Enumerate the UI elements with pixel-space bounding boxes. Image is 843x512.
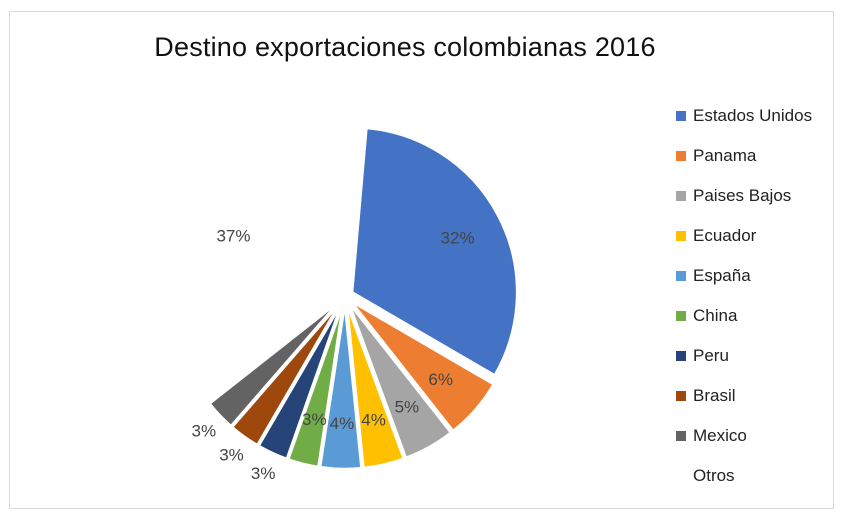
data-label-ecuador: 4% [361,411,386,430]
pie-slice-paises-bajos [347,301,453,460]
data-label-estados-unidos: 32% [441,229,475,248]
legend-label: Panama [693,146,757,165]
legend-swatch [676,271,686,281]
data-label-paises-bajos: 5% [395,398,420,417]
legend-swatch [676,151,686,161]
data-label-mexico: 3% [191,421,216,440]
legend-label: Ecuador [693,226,757,245]
legend-item-otros: Otros [676,464,836,504]
legend-item-ecuador: Ecuador [676,224,836,264]
legend-swatch [676,391,686,401]
pie-slice-otros [171,125,354,396]
chart-legend: Estados Unidos Panama Paises Bajos Ecuador E… [676,104,836,504]
legend-item-china: China [676,304,836,344]
pie-slice-ecuador [345,302,406,470]
legend-swatch [676,471,686,481]
legend-label: Otros [693,466,735,485]
data-label-brasil: 3% [219,446,244,465]
pie-slice-panama [349,299,495,433]
legend-label: Peru [693,346,729,365]
legend-item-mexico: Mexico [676,424,836,464]
legend-swatch [676,111,686,121]
legend-label: Estados Unidos [693,106,813,125]
legend-item-brasil: Brasil [676,384,836,424]
legend-swatch [676,191,686,201]
legend-swatch [676,311,686,321]
chart-title: Destino exportaciones colombianas 2016 [154,32,656,62]
pie-slice-espana [318,302,363,471]
legend-swatch [676,231,686,241]
legend-swatch [676,351,686,361]
legend-item-peru: Peru [676,344,836,384]
pie-slice-peru [257,302,343,461]
legend-swatch [676,431,686,441]
data-label-otros: 37% [216,227,250,246]
legend-label: Paises Bajos [693,186,792,205]
data-label-china: 3% [302,410,327,429]
pie-slice-mexico [208,300,341,428]
data-label-panama: 6% [428,370,453,389]
legend-item-panama: Panama [676,144,836,184]
legend-item-paises-bajos: Paises Bajos [676,184,836,224]
legend-label: Mexico [693,426,747,445]
pie-slice-estados-unidos [350,126,519,377]
pie-slice-china [287,302,345,469]
data-label-espana: 4% [330,414,355,433]
pie-slice-brasil [230,301,342,447]
legend-label: España [693,266,751,285]
legend-item-espana: España [676,264,836,304]
data-label-peru: 3% [251,464,276,483]
legend-item-estados-unidos: Estados Unidos [676,104,836,144]
legend-label: Brasil [693,386,736,405]
legend-label: China [693,306,738,325]
